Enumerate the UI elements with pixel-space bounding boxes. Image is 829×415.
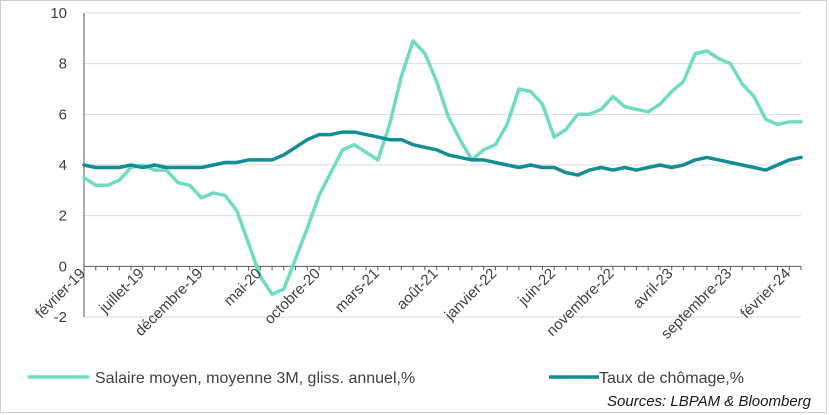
- x-tick-label: février-24: [737, 265, 794, 322]
- y-tick-labels: -2 0 2 4 6 8 10: [50, 5, 67, 326]
- y-tick-label: 6: [59, 106, 67, 123]
- y-tick-label: 2: [59, 208, 67, 225]
- legend: Salaire moyen, moyenne 3M, gliss. annuel…: [28, 370, 744, 387]
- y-tick-label: -2: [54, 309, 67, 326]
- y-tick-label: 8: [59, 56, 67, 73]
- x-tick-label: mars-21: [332, 265, 383, 316]
- x-tick-label: octobre-20: [261, 265, 324, 328]
- series-lines: [82, 39, 803, 296]
- x-tick-label: avril-23: [630, 265, 677, 312]
- x-tick-label: mai-20: [221, 265, 265, 309]
- y-tick-label: 10: [50, 5, 67, 22]
- x-tick-label: janvier-22: [441, 265, 500, 324]
- legend-label-chomage: Taux de chômage,%: [599, 370, 744, 387]
- series-line-chomage: [82, 130, 803, 177]
- y-tick-label: 0: [59, 258, 67, 275]
- x-tick-label: juin-22: [514, 265, 559, 310]
- legend-label-salaire: Salaire moyen, moyenne 3M, gliss. annuel…: [95, 370, 415, 387]
- x-tick-label: août-21: [393, 265, 441, 313]
- gridlines: [84, 12, 801, 318]
- source-note: Sources: LBPAM & Bloomberg: [607, 393, 812, 410]
- series-line-salaire: [82, 39, 803, 296]
- x-tick-label: juillet-19: [95, 265, 147, 317]
- y-tick-label: 4: [59, 157, 67, 174]
